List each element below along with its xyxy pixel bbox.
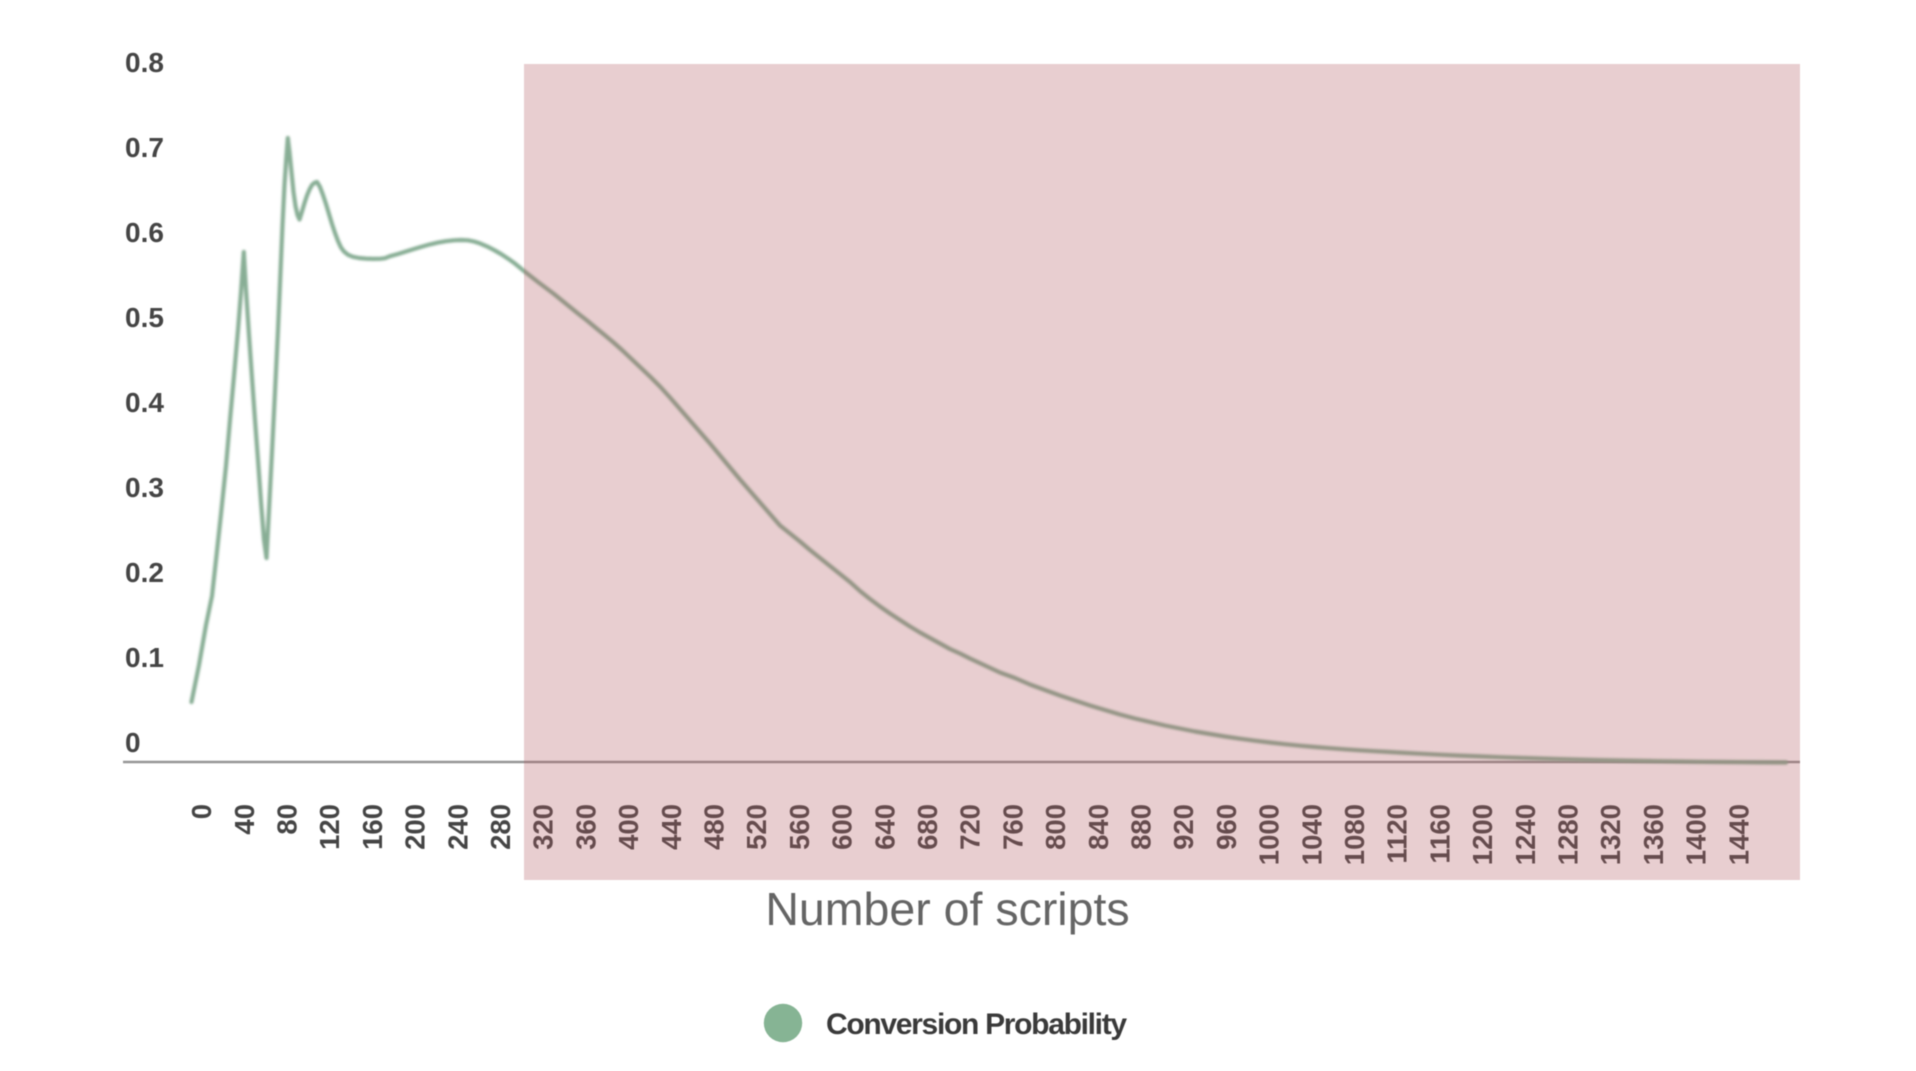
svg-text:0.8: 0.8 [125,47,164,78]
svg-text:200: 200 [400,804,431,850]
svg-text:1200: 1200 [1467,804,1498,865]
svg-text:1320: 1320 [1595,804,1626,865]
svg-text:360: 360 [570,804,601,850]
svg-text:0.1: 0.1 [125,642,164,673]
svg-text:920: 920 [1168,804,1199,850]
svg-text:1440: 1440 [1723,804,1754,865]
svg-text:0.2: 0.2 [125,557,164,588]
svg-text:0: 0 [125,727,141,758]
svg-text:Number of scripts: Number of scripts [765,883,1129,935]
svg-text:1240: 1240 [1510,804,1541,865]
svg-text:Conversion Probability: Conversion Probability [826,1008,1127,1041]
svg-text:840: 840 [1083,804,1114,850]
svg-text:0.3: 0.3 [125,472,164,503]
svg-text:0.6: 0.6 [125,217,164,248]
svg-text:1080: 1080 [1339,804,1370,865]
svg-text:640: 640 [869,804,900,850]
svg-text:520: 520 [741,804,772,850]
svg-text:40: 40 [229,804,260,835]
svg-text:1000: 1000 [1254,804,1285,865]
svg-text:880: 880 [1126,804,1157,850]
svg-text:1280: 1280 [1553,804,1584,865]
svg-text:760: 760 [997,804,1028,850]
svg-text:80: 80 [272,804,303,835]
svg-text:440: 440 [656,804,687,850]
svg-text:480: 480 [699,804,730,850]
svg-text:0.4: 0.4 [125,387,164,418]
svg-text:1400: 1400 [1681,804,1712,865]
svg-text:1120: 1120 [1382,804,1413,864]
svg-text:1040: 1040 [1296,804,1327,865]
svg-text:560: 560 [784,804,815,850]
svg-text:680: 680 [912,804,943,850]
svg-text:120: 120 [314,804,345,850]
svg-text:400: 400 [613,804,644,850]
svg-text:800: 800 [1040,804,1071,850]
svg-text:960: 960 [1211,804,1242,850]
svg-text:280: 280 [485,804,516,850]
svg-text:1360: 1360 [1638,804,1669,865]
svg-text:600: 600 [827,804,858,850]
svg-text:240: 240 [442,804,473,850]
svg-text:0: 0 [186,804,217,819]
svg-text:320: 320 [528,804,559,850]
svg-text:0.5: 0.5 [125,302,164,333]
svg-text:1160: 1160 [1424,804,1455,864]
svg-text:0.7: 0.7 [125,132,164,163]
svg-text:720: 720 [955,804,986,850]
svg-text:160: 160 [357,804,388,850]
